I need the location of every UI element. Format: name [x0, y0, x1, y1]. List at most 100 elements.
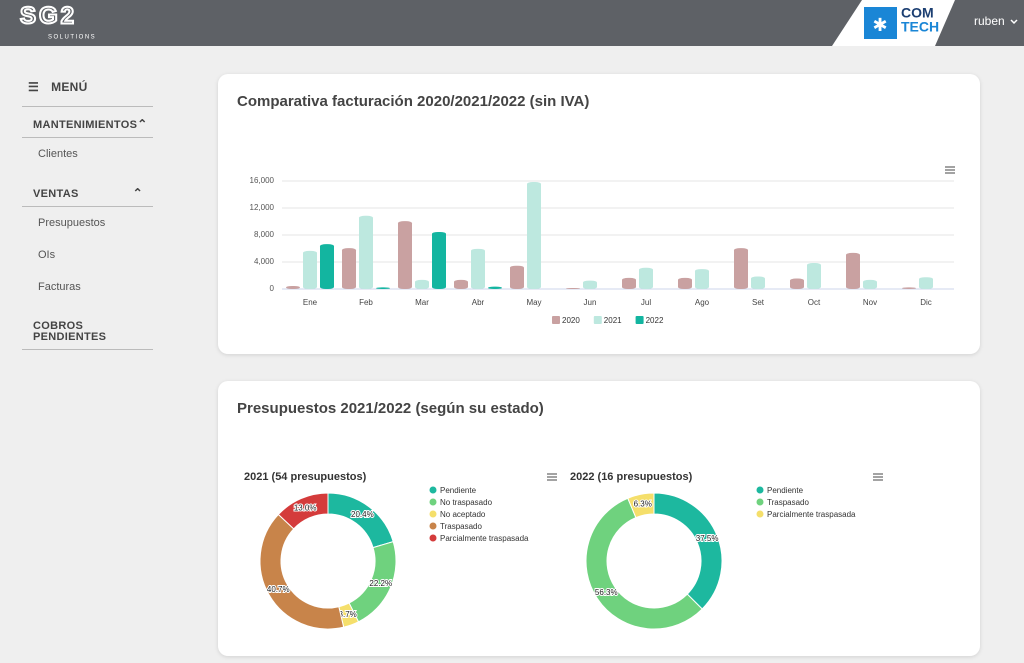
- y-tick-label: 0: [270, 284, 275, 293]
- bar: [398, 221, 412, 289]
- x-tick-label: Mar: [415, 298, 429, 307]
- data-label: 20.4%: [351, 510, 374, 519]
- section-title: Presupuestos 2021/2022 (según su estado): [237, 400, 544, 417]
- data-label: 37.5%: [696, 534, 719, 543]
- logo: SG2: [20, 2, 77, 29]
- data-label: 6.3%: [634, 500, 652, 509]
- bar: [678, 277, 692, 289]
- data-label: 22.2%: [369, 579, 392, 588]
- legend-label: 2022: [646, 316, 664, 325]
- x-tick-label: Abr: [472, 298, 485, 307]
- bar: [790, 278, 804, 289]
- legend-marker: [429, 522, 437, 530]
- bar: [902, 287, 916, 289]
- header-graphics: SG2 SOLUTIONS ✱ COM TECH ruben: [19, 0, 1024, 46]
- partner-logo: TECH: [901, 19, 939, 35]
- bar: [471, 248, 485, 289]
- data-label: 3.7%: [339, 610, 357, 619]
- partner-logo: COM: [901, 5, 934, 21]
- bar: [432, 231, 446, 289]
- legend-label: 2020: [562, 316, 580, 325]
- legend-marker: [429, 510, 437, 518]
- bar: [639, 267, 653, 289]
- bar: [488, 286, 502, 289]
- x-tick-label: Oct: [808, 298, 821, 307]
- legend-label: Traspasado: [767, 498, 810, 507]
- legend-marker: [756, 510, 764, 518]
- bar: [622, 277, 636, 289]
- legend-label: No aceptado: [440, 510, 486, 519]
- x-tick-label: Ene: [303, 298, 318, 307]
- data-label: 13.0%: [294, 503, 317, 512]
- pie-slice: [259, 513, 345, 630]
- y-tick-label: 4,000: [254, 257, 275, 266]
- y-tick-label: 12,000: [250, 203, 275, 212]
- bar: [695, 269, 709, 289]
- data-label: 40.7%: [267, 585, 290, 594]
- user-chevron[interactable]: [1010, 19, 1018, 25]
- x-tick-label: Jun: [584, 298, 597, 307]
- legend-label: Traspasado: [440, 522, 483, 531]
- pie-slice: [627, 492, 655, 519]
- menu-icon[interactable]: ☰: [28, 80, 40, 94]
- pie-title: 2022 (16 presupuestos): [570, 471, 693, 483]
- section-header[interactable]: VENTAS ⌃: [22, 182, 153, 207]
- bar: [863, 279, 877, 289]
- bar: [751, 276, 765, 289]
- bar: [303, 250, 317, 289]
- pie-slice: [277, 492, 329, 530]
- menu-header[interactable]: ☰ MENÚ: [22, 76, 153, 107]
- x-tick-label: Feb: [359, 298, 373, 307]
- menu-item[interactable]: Clientes: [38, 148, 78, 160]
- bar: [415, 279, 429, 289]
- menu-item[interactable]: OIs: [38, 249, 56, 261]
- bar: [320, 244, 334, 289]
- collapse-icon[interactable]: ⌃: [132, 186, 143, 200]
- partner-icon: [864, 7, 897, 39]
- bar: [510, 265, 524, 289]
- legend-label: Pendiente: [440, 486, 477, 495]
- section-header[interactable]: MANTENIMIENTOS ⌃: [22, 113, 153, 138]
- bar: [286, 285, 300, 289]
- sidebar: ☰ MENÚ MANTENIMIENTOS ⌃ Clientes VENTAS ⌃ Pres…: [22, 76, 153, 350]
- x-tick-label: Set: [752, 298, 765, 307]
- legend-label: Parcialmente traspasada: [767, 510, 856, 519]
- bar: [583, 280, 597, 289]
- bar: [342, 248, 356, 289]
- logo-subtitle: SOLUTIONS: [48, 35, 96, 41]
- legend-marker: [756, 486, 764, 494]
- pie-title: 2021 (54 presupuestos): [244, 471, 367, 483]
- y-tick-label: 16,000: [250, 176, 275, 185]
- pie-slice: [585, 497, 703, 630]
- legend-swatch: [635, 316, 644, 324]
- bar: [376, 287, 390, 289]
- pie-slice: [653, 492, 723, 610]
- legend-label: 2021: [604, 316, 622, 325]
- bar: [734, 248, 748, 289]
- bar: [919, 277, 933, 289]
- bar: [807, 263, 821, 289]
- x-tick-label: May: [526, 298, 541, 307]
- collapse-icon[interactable]: ⌃: [137, 117, 148, 131]
- pie-slice: [327, 492, 394, 549]
- legend-marker: [429, 534, 437, 542]
- billing-card: [218, 74, 980, 354]
- legend-swatch: [593, 316, 602, 324]
- legend-marker: [429, 486, 437, 494]
- legend-label: No traspasado: [440, 498, 493, 507]
- user-name[interactable]: ruben: [974, 14, 1005, 28]
- menu-item[interactable]: Facturas: [38, 281, 81, 293]
- x-tick-label: Jul: [641, 298, 651, 307]
- menu-label: MENÚ: [51, 80, 88, 94]
- menu-item[interactable]: Presupuestos: [38, 217, 106, 229]
- bar: [359, 215, 373, 289]
- section-header[interactable]: COBROS PENDIENTES: [22, 315, 153, 350]
- legend-marker: [429, 498, 437, 506]
- data-label: 56.3%: [595, 588, 618, 597]
- header: SG2 SOLUTIONS ✱ COM TECH ruben: [0, 0, 1024, 46]
- bar: [846, 252, 860, 289]
- bar: [454, 279, 468, 289]
- legend-label: Parcialmente traspasada: [440, 534, 529, 543]
